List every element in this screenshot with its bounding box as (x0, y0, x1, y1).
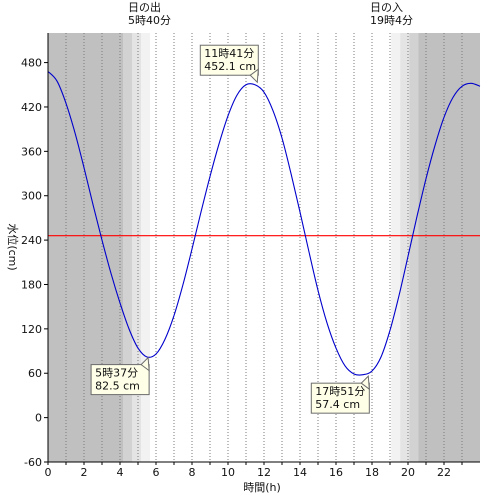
callout-pointer (140, 356, 150, 372)
x-tick-label: 18 (365, 466, 379, 479)
callout-value: 57.4 cm (315, 398, 360, 411)
callout-box (310, 382, 370, 414)
callout-value: 452.1 cm (204, 60, 256, 73)
sunset-title: 日の入 (370, 1, 403, 14)
sunset-label: 日の入 19時4分 (370, 1, 413, 27)
callout-box (199, 44, 259, 76)
water-level-line (47, 71, 481, 376)
y-tick-label: 360 (21, 145, 42, 158)
x-tick-label: 20 (401, 466, 415, 479)
x-tick-label: 6 (153, 466, 160, 479)
sunrise-title: 日の出 (128, 0, 161, 14)
twilight-band-evening-2 (400, 33, 410, 462)
callout-pointer (360, 375, 370, 391)
y-tick-label: 180 (21, 278, 42, 291)
sunset-time: 19時4分 (370, 14, 413, 27)
x-tick-label: 12 (257, 466, 271, 479)
x-tick-label: 16 (329, 466, 343, 479)
night-area-morning (48, 33, 124, 462)
twilight-band-morning-3 (141, 33, 151, 462)
callout-pointer (249, 68, 259, 84)
callout-time: 17時51分 (315, 385, 365, 398)
plot-background (48, 33, 480, 462)
y-tick-label: 480 (21, 57, 42, 70)
y-tick-label: 420 (21, 101, 42, 114)
callout-value: 82.5 cm (95, 380, 140, 393)
callout-time: 5時37分 (95, 367, 138, 380)
night-area-evening (418, 33, 480, 462)
x-tick-label: 0 (45, 466, 52, 479)
y-tick-label: 0 (35, 412, 42, 425)
y-tick-label: 60 (28, 367, 42, 380)
y-tick-label: 120 (21, 323, 42, 336)
y-tick-label: 300 (21, 190, 42, 203)
x-tick-label: 22 (437, 466, 451, 479)
x-tick-label: 10 (221, 466, 235, 479)
x-tick-label: 14 (293, 466, 307, 479)
y-tick-label: 240 (21, 234, 42, 247)
sunrise-label: 日の出 5時40分 (128, 0, 171, 27)
x-tick-label: 4 (117, 466, 124, 479)
twilight-band-morning-1 (123, 33, 133, 462)
x-tick-label: 2 (81, 466, 88, 479)
twilight-band-evening-1 (391, 33, 401, 462)
twilight-band-morning-2 (132, 33, 142, 462)
sunrise-time: 5時40分 (128, 14, 171, 27)
x-axis-title: 時間(h) (243, 481, 281, 494)
callout-time: 11時41分 (204, 47, 254, 60)
callout-box (90, 364, 150, 396)
twilight-band-evening-3 (409, 33, 419, 462)
x-tick-label: 8 (189, 466, 196, 479)
y-tick-label: -60 (24, 456, 42, 469)
y-axis-title: 水位(cm) (6, 223, 20, 270)
water-level-series (47, 71, 481, 376)
